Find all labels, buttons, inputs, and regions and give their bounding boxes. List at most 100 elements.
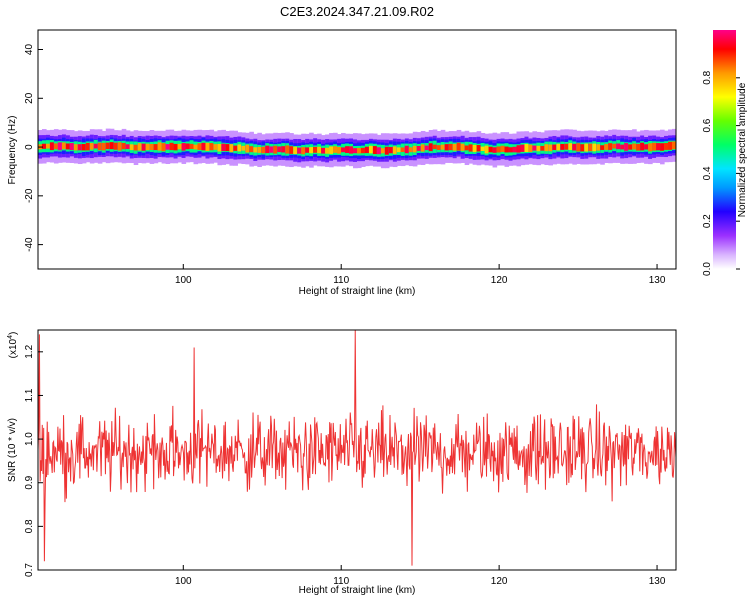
heatmap-cell: [93, 143, 99, 149]
heatmap-cell: [484, 145, 490, 154]
heatmap-cell: [53, 143, 59, 150]
heatmap-cell: [380, 148, 386, 154]
heatmap-cell: [277, 146, 282, 153]
heatmap-cell: [600, 145, 605, 150]
heatmap-cell: [412, 145, 418, 153]
heatmap-cell: [660, 143, 665, 151]
heatmap-cell: [556, 143, 561, 151]
heatmap-cell: [177, 143, 183, 150]
heatmap-cell: [376, 147, 382, 155]
heatmap-cell: [117, 142, 123, 151]
heatmap-cell: [133, 144, 139, 151]
heatmap-cell: [293, 146, 298, 155]
spectrogram-x-tick-label: 130: [649, 275, 666, 286]
heatmap-cell: [85, 142, 91, 151]
heatmap-cell: [77, 144, 83, 151]
heatmap-cell: [532, 145, 538, 151]
heatmap-cell: [392, 146, 398, 154]
heatmap-cell: [173, 143, 179, 151]
heatmap-cell: [604, 144, 609, 150]
heatmap-cell: [424, 145, 430, 151]
snr-series-line: [38, 330, 676, 566]
heatmap-cell: [468, 144, 474, 152]
heatmap-cell: [456, 142, 462, 151]
heatmap-cell: [141, 143, 147, 151]
spectrogram-x-label: Height of straight line (km): [299, 286, 416, 297]
heatmap-cell: [588, 143, 593, 152]
snr-x-tick-label: 100: [175, 576, 192, 587]
spectrogram-y-tick-label: 40: [24, 44, 35, 56]
heatmap-cell: [165, 144, 171, 150]
heatmap-cell: [512, 146, 518, 153]
heatmap-cell: [508, 147, 514, 153]
heatmap-cell: [161, 143, 167, 152]
heatmap-cell: [520, 144, 526, 152]
heatmap-cell: [576, 143, 581, 152]
heatmap-cell: [564, 143, 569, 150]
spectrogram-y-label: Frequency (Hz): [7, 116, 18, 185]
snr-x-tick-label: 130: [649, 576, 666, 587]
heatmap-cell: [460, 143, 466, 151]
heatmap-cell: [636, 143, 641, 151]
heatmap-cell: [129, 144, 135, 151]
spectrogram-y-tick-label: 20: [24, 92, 35, 104]
heatmap-cell: [516, 145, 522, 153]
heatmap-cell: [289, 146, 294, 154]
heatmap-cell: [253, 147, 258, 153]
heatmap-cell: [297, 147, 302, 154]
heatmap-cell: [552, 144, 557, 150]
chart-title: C2E3.2024.347.21.09.R02: [280, 4, 434, 19]
snr-ticks: 100 110 120 130 0.7 0.8 0.9 1.0 1.1 1.2: [24, 344, 666, 587]
heatmap-cell: [408, 147, 414, 153]
heatmap-cell: [49, 142, 55, 151]
colorbar-label: Normalized spectral amplitude: [737, 82, 748, 217]
heatmap-cell: [249, 146, 254, 153]
heatmap-cell: [628, 144, 633, 150]
heatmap-cell: [540, 145, 546, 151]
heatmap-cell: [321, 147, 326, 154]
heatmap-cell: [325, 147, 330, 154]
snr-x-label: Height of straight line (km): [299, 585, 416, 596]
heatmap-cell: [624, 143, 629, 151]
heatmap-cell: [364, 146, 370, 154]
heatmap-cell: [664, 143, 669, 150]
heatmap-cell: [568, 143, 573, 150]
snr-y-tick-label: 1.0: [24, 432, 35, 446]
spectrogram-x-tick-label: 120: [491, 275, 508, 286]
heatmap-cell: [317, 146, 322, 154]
heatmap-cell: [237, 144, 242, 152]
heatmap-cell: [357, 147, 362, 154]
heatmap-cell: [341, 147, 346, 153]
heatmap-cell: [464, 145, 470, 151]
heatmap-cell: [189, 143, 195, 149]
heatmap-cell: [157, 142, 163, 151]
colorbar-ticks: 0.0 0.2 0.4 0.6 0.8: [702, 70, 740, 276]
heatmap-cell: [281, 146, 286, 153]
heatmap-cell: [101, 142, 107, 151]
heatmap-cell: [480, 146, 486, 151]
heatmap-cell: [652, 142, 657, 151]
heatmap-cell: [81, 144, 87, 151]
heatmap-cell: [125, 144, 131, 150]
heatmap-cell: [640, 142, 645, 151]
heatmap-cell: [548, 144, 553, 152]
heatmap-cell: [201, 142, 207, 151]
heatmap-cell: [560, 143, 565, 150]
heatmap-cell: [476, 144, 482, 152]
heatmap-cell: [329, 146, 334, 154]
heatmap-cell: [233, 145, 238, 151]
heatmap-cell: [261, 146, 266, 154]
heatmap-cell: [452, 143, 458, 151]
colorbar-gradient: [713, 30, 736, 269]
heatmap-cell: [396, 147, 402, 153]
heatmap-cell: [61, 142, 67, 150]
heatmap-cell: [488, 146, 494, 153]
heatmap-cell: [596, 144, 601, 151]
colorbar-tick-label: 0.8: [702, 70, 713, 84]
heatmap-cell: [265, 145, 270, 154]
snr-x-tick-label: 110: [333, 576, 349, 587]
heatmap-cell: [337, 146, 342, 154]
heatmap-cell: [69, 143, 75, 151]
spectrogram-x-tick-label: 110: [333, 275, 349, 286]
